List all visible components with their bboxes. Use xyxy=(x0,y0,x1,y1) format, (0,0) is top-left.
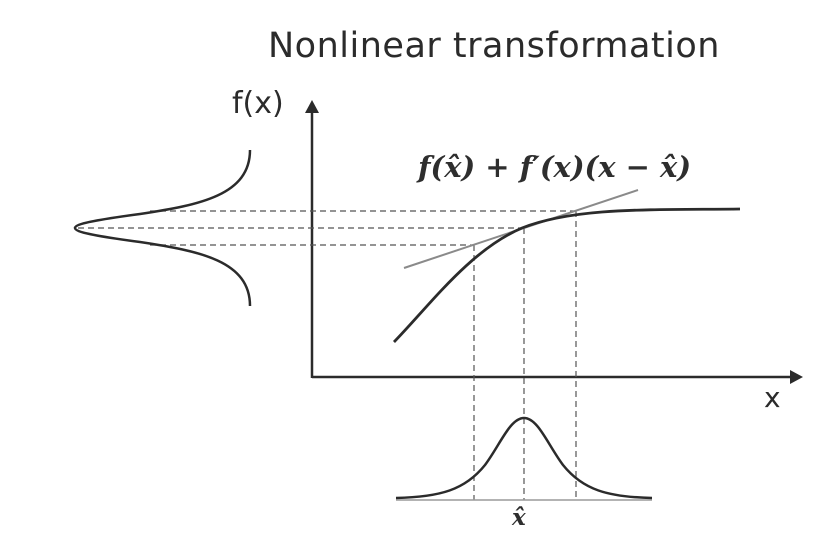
y-axis-arrow xyxy=(305,100,319,113)
x-axis-label: x xyxy=(764,381,781,414)
output-distribution-curve xyxy=(73,149,252,307)
y-axis-label: f(x) xyxy=(232,86,284,121)
linearization-equation: f(x̂) + f′(x)(x − x̂) xyxy=(418,150,692,184)
input-mean-label: x̂ xyxy=(512,504,526,531)
projection-guides xyxy=(78,210,577,500)
x-axis-arrow xyxy=(790,370,803,384)
nonlinear-function-curve xyxy=(392,207,741,343)
diagram-title: Nonlinear transformation xyxy=(268,26,720,66)
input-distribution-curve xyxy=(395,416,653,500)
